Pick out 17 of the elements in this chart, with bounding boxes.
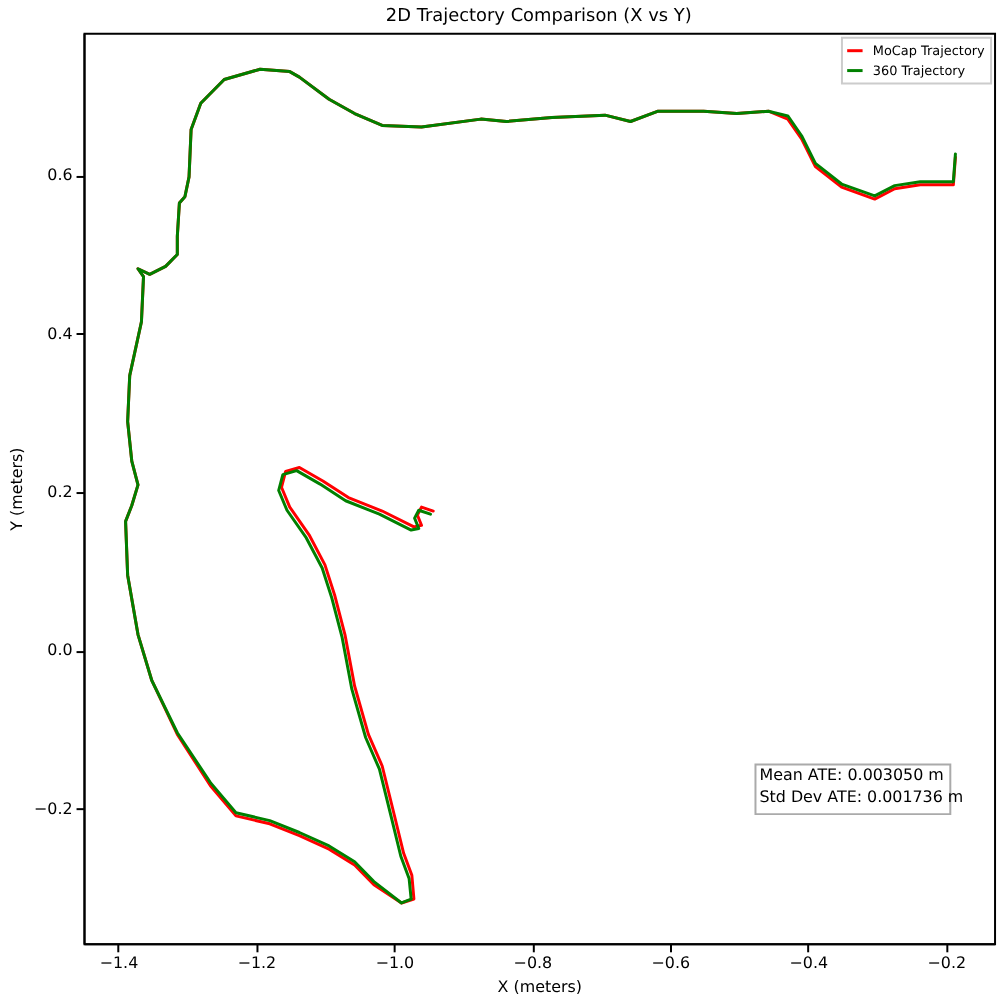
x-tick-label: −0.4 [789,954,829,973]
y-tick-label: 0.0 [47,641,73,660]
x-tick-label: −1.0 [375,954,415,973]
y-tick-label: 0.4 [47,324,73,343]
y-tick-label: 0.6 [47,166,73,185]
x-tick-label: −1.2 [237,954,277,973]
x-axis-title: X (meters) [497,978,582,997]
y-tick-label: 0.2 [47,483,73,502]
y-tick-label: −0.2 [34,799,73,818]
x-tick-label: −0.2 [927,954,967,973]
annotation: Std Dev ATE: 0.001736 m [759,788,964,807]
chart-title: 2D Trajectory Comparison (X vs Y) [385,6,692,27]
x-tick-label: −1.4 [99,954,139,973]
annotation: Mean ATE: 0.003050 m [759,766,945,785]
y-axis-title: Y (meters) [8,447,27,533]
x-tick-label: −0.6 [651,954,691,973]
x-tick-label: −0.8 [513,954,553,973]
